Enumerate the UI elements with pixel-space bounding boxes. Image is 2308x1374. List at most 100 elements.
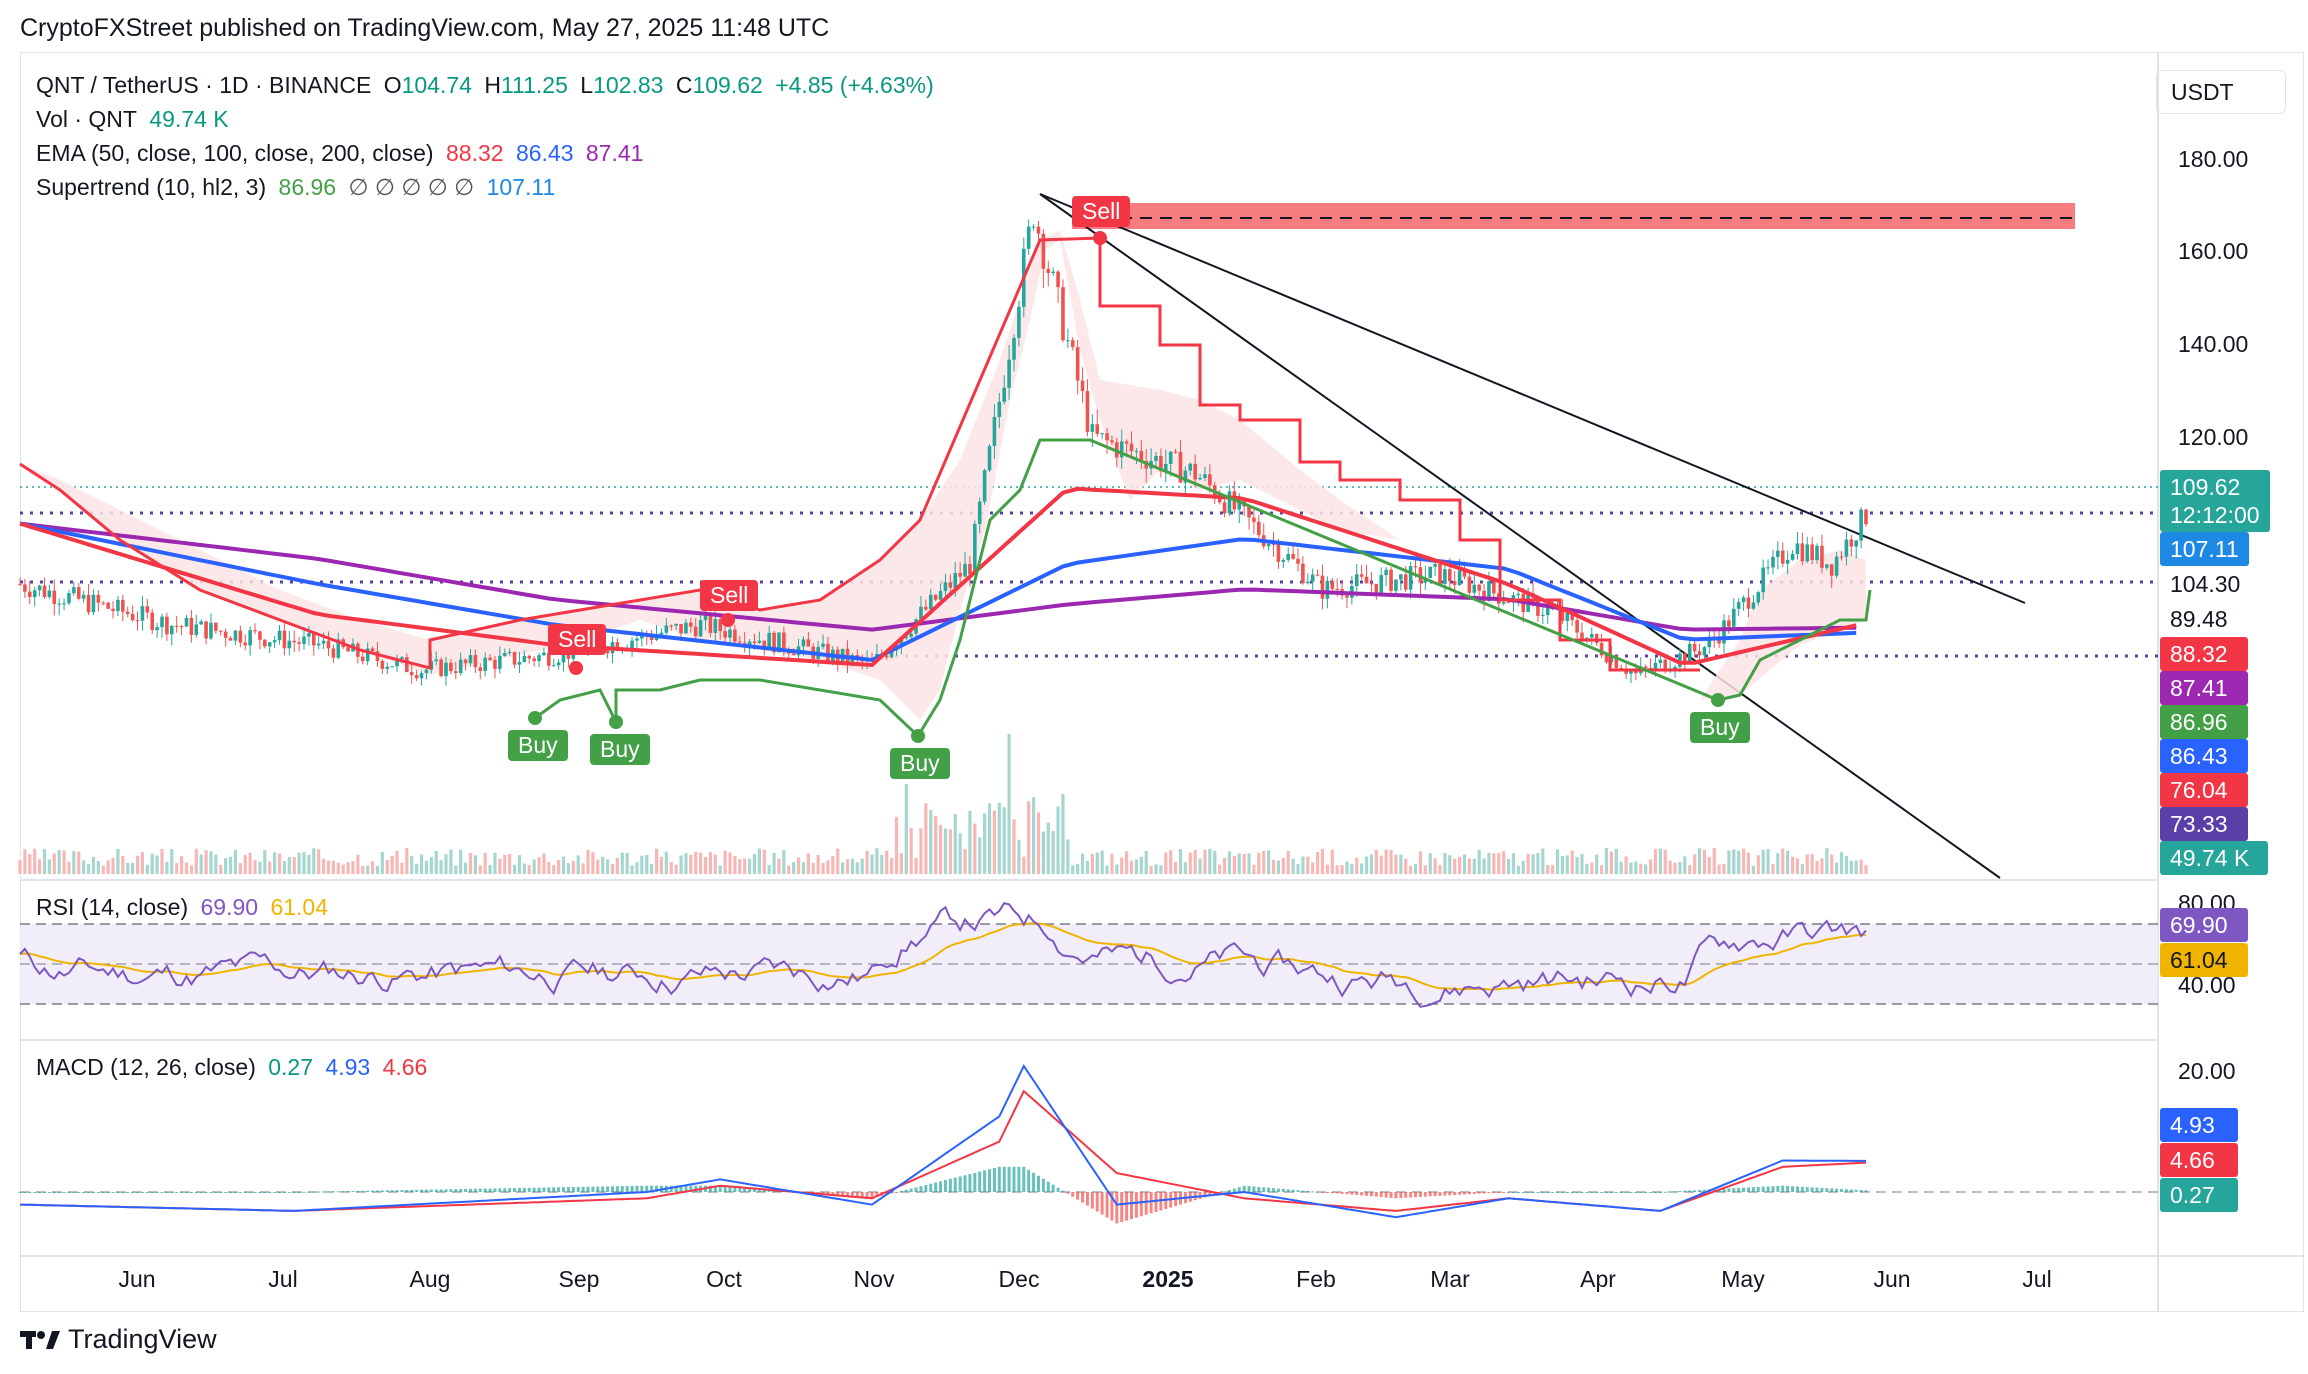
candle-body — [1085, 391, 1090, 432]
volume-bar — [449, 849, 453, 874]
candle-body — [1384, 569, 1388, 576]
volume-bar — [1756, 855, 1760, 874]
volume-bar — [997, 802, 1001, 874]
candle-body — [385, 666, 390, 669]
macd-hist-bar — [297, 1191, 301, 1193]
candle-body — [449, 662, 453, 672]
candle-body — [889, 650, 894, 658]
candle-body — [1129, 443, 1134, 452]
macd-hist-bar — [390, 1190, 394, 1192]
volume-bar — [919, 828, 923, 874]
candle-body — [360, 656, 365, 662]
volume-bar — [684, 853, 688, 874]
volume-bar — [405, 848, 409, 874]
candle-body — [1296, 558, 1300, 564]
macd-hist-bar — [1580, 1192, 1584, 1193]
candle-body — [1061, 287, 1065, 341]
macd-hist-bar — [219, 1192, 223, 1193]
macd-hist-bar — [160, 1192, 164, 1193]
candle-body — [669, 625, 674, 627]
macd-hist-bar — [571, 1187, 575, 1192]
volume-bar — [346, 862, 350, 874]
candle-body — [1594, 633, 1599, 643]
macd-hist-bar — [131, 1192, 135, 1193]
macd-hist-bar — [929, 1183, 933, 1192]
candle-body — [1834, 556, 1839, 576]
volume-bar — [943, 828, 948, 874]
volume-bar — [390, 855, 394, 874]
candle-body — [76, 587, 81, 599]
volume-bar — [561, 856, 566, 874]
volume-bar — [1320, 848, 1325, 874]
macd-hist-bar — [728, 1186, 732, 1192]
volume-bar — [576, 855, 580, 874]
macd-hist-bar — [385, 1190, 389, 1192]
candle-body — [248, 630, 252, 646]
macd-hist-bar — [1149, 1192, 1153, 1214]
macd-hist-bar — [1595, 1192, 1599, 1193]
candle-body — [532, 658, 536, 662]
volume-bar — [1379, 855, 1383, 874]
macd-hist-bar — [468, 1188, 472, 1192]
candle-body — [777, 632, 781, 653]
volume-bar — [527, 865, 531, 874]
macd-hist-bar — [351, 1190, 355, 1192]
volume-bar — [488, 865, 492, 874]
candle-body — [958, 572, 962, 577]
volume-bar — [620, 852, 624, 874]
volume-bar — [1399, 854, 1403, 874]
volume-bar — [1727, 850, 1731, 874]
macd-hist-bar — [1046, 1181, 1050, 1192]
volume-bar — [72, 850, 76, 874]
candle-body — [179, 626, 184, 628]
macd-hist-bar — [924, 1184, 928, 1192]
volume-bar — [483, 852, 487, 874]
macd-hist-bar — [287, 1192, 291, 1193]
macd-hist-bar — [1751, 1187, 1755, 1192]
candle-body — [1413, 566, 1418, 568]
rsi-line — [19, 901, 1867, 1008]
volume-bar — [1227, 851, 1232, 874]
candle-body — [1066, 340, 1070, 342]
volume-bar — [1619, 861, 1623, 874]
currency-selector[interactable]: USDT — [2156, 70, 2286, 114]
sell-signal: Sell — [1072, 196, 1131, 227]
tradingview-logo[interactable]: TradingView — [20, 1324, 217, 1355]
macd-hist-bar — [1472, 1192, 1476, 1194]
candle-body — [253, 630, 257, 632]
legend-ohlc: QNT / TetherUS · 1D · BINANCE O104.74 H1… — [36, 72, 934, 98]
macd-hist-bar — [1766, 1186, 1770, 1192]
candle-body — [223, 631, 228, 638]
macd-hist-bar — [23, 1192, 27, 1193]
volume-bar — [1252, 864, 1256, 874]
volume-bar — [1766, 849, 1770, 874]
candle-body — [165, 616, 169, 635]
volume-bar — [277, 853, 282, 874]
macd-hist-bar — [459, 1189, 463, 1192]
macd-hist-bar — [1134, 1192, 1138, 1218]
volume-bar — [581, 863, 585, 874]
candle-body — [27, 591, 32, 597]
volume-bar — [238, 863, 242, 874]
macd-hist-bar — [1835, 1188, 1839, 1192]
volume-bar — [1183, 862, 1187, 874]
macd-hist-bar — [371, 1190, 375, 1192]
candle-body — [209, 622, 213, 639]
candle-body — [1046, 268, 1051, 274]
volume-bar — [792, 861, 796, 874]
volume-bar — [1198, 858, 1202, 874]
candle-body — [439, 659, 443, 677]
symbol-name[interactable]: QNT / TetherUS · 1D · BINANCE — [36, 72, 372, 98]
macd-hist-bar — [1507, 1192, 1511, 1193]
macd-hist-bar — [919, 1186, 923, 1192]
volume-bar — [478, 865, 482, 874]
ema200-label: 87.41 — [2160, 671, 2248, 705]
volume-bar — [1639, 863, 1643, 874]
candle-body — [659, 632, 664, 635]
macd-hist-bar — [1379, 1192, 1383, 1198]
candle-body — [1408, 566, 1413, 590]
volume-bar — [1090, 853, 1094, 874]
candle-body — [693, 626, 698, 637]
candle-body — [1026, 226, 1031, 249]
